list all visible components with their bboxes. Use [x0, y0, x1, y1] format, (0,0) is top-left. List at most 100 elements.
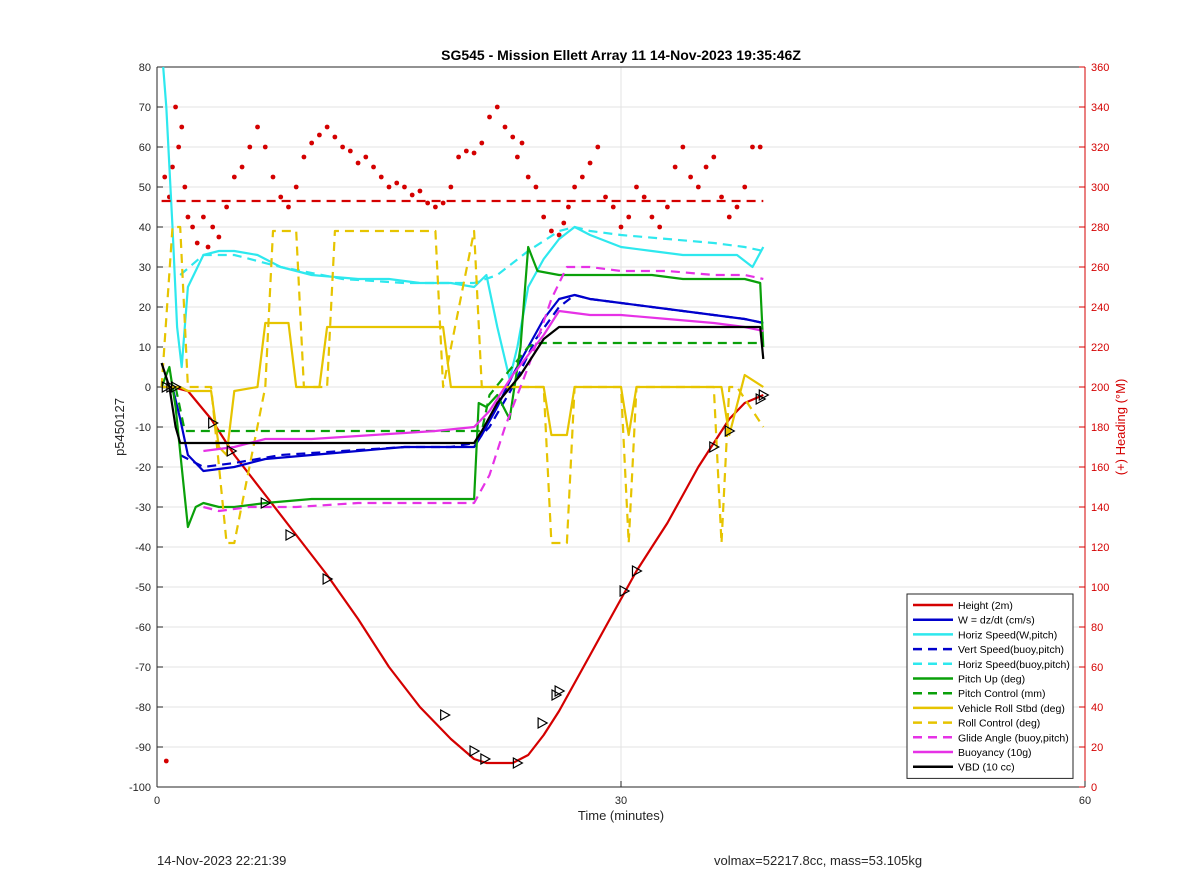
heading-point: [378, 174, 384, 180]
heading-point: [618, 224, 624, 230]
heading-point: [355, 160, 361, 166]
heading-point: [757, 144, 763, 150]
legend-entry: Height (2m): [958, 600, 1013, 612]
legend-entry: Pitch Up (deg): [958, 674, 1025, 686]
heading-point: [293, 184, 299, 190]
heading-point: [463, 148, 469, 154]
heading-point: [719, 194, 724, 200]
y2-tick-label: 160: [1091, 462, 1109, 474]
series-line-vert-speed-buoy-pitch: [179, 293, 764, 469]
heading-point: [510, 134, 516, 140]
heading-point: [471, 150, 477, 156]
y-tick-label: -100: [129, 782, 151, 794]
legend-entry: VBD (10 cc): [958, 762, 1015, 774]
y-tick-label: -10: [135, 422, 151, 434]
y-tick-label: 50: [139, 182, 151, 194]
legend-entry: Buoyancy (10g): [958, 747, 1032, 759]
height-marker: [512, 756, 524, 770]
y-tick-label: 0: [145, 382, 151, 394]
heading-outlier-point: [163, 758, 169, 764]
heading-point: [255, 124, 260, 130]
heading-point: [610, 204, 616, 210]
heading-point: [487, 114, 492, 120]
heading-point: [239, 164, 245, 170]
y-tick-label: 60: [139, 142, 151, 154]
y-tick-label: -80: [135, 702, 151, 714]
heading-point: [672, 164, 678, 170]
height-marker: [285, 528, 297, 542]
heading-point: [371, 164, 376, 170]
heading-point: [332, 134, 338, 140]
heading-point: [301, 154, 307, 160]
series-line-horiz-speed-buoy-pitch: [179, 225, 764, 285]
heading-point: [541, 214, 547, 220]
height-marker: [758, 388, 770, 402]
heading-point: [425, 200, 431, 206]
heading-point: [566, 204, 571, 210]
height-marker: [170, 380, 182, 394]
y2-tick-label: 240: [1091, 302, 1109, 314]
y2-tick-label: 280: [1091, 222, 1109, 234]
series-line-w-dz-dt-cm-s: [161, 293, 764, 473]
heading-point: [742, 184, 748, 190]
heading-point: [347, 148, 353, 154]
heading-point: [190, 224, 195, 230]
height-marker: [724, 424, 736, 438]
heading-point: [525, 174, 531, 180]
heading-point: [750, 144, 755, 150]
heading-point: [595, 144, 601, 150]
heading-point: [394, 180, 400, 186]
heading-point: [533, 184, 539, 190]
y-tick-label: -30: [135, 502, 151, 514]
heading-point: [194, 240, 200, 246]
height-marker: [631, 564, 643, 578]
heading-point: [409, 192, 415, 198]
legend-entry: Roll Control (deg): [958, 718, 1040, 730]
series-line-glide-angle-buoy-pitch: [203, 265, 764, 513]
height-marker: [226, 444, 238, 458]
heading-point: [340, 144, 345, 150]
legend-entry: Vehicle Roll Stbd (deg): [958, 703, 1065, 715]
footer-mass-info: volmax=52217.8cc, mass=53.105kg: [714, 853, 923, 868]
y2-tick-label: 80: [1091, 622, 1103, 634]
legend-entry: Pitch Control (mm): [958, 688, 1046, 700]
chart-title: SG545 - Mission Ellett Array 11 14-Nov-2…: [441, 47, 801, 63]
heading-point: [519, 140, 525, 146]
heading-point: [278, 194, 284, 200]
heading-point: [262, 144, 268, 150]
heading-point: [210, 224, 216, 230]
height-marker: [537, 716, 549, 730]
x-tick-label: 30: [615, 795, 627, 807]
heading-point: [579, 174, 585, 180]
height-marker: [440, 708, 451, 722]
heading-point: [402, 184, 407, 190]
heading-point: [417, 188, 423, 194]
series-line-buoyancy-10g: [203, 309, 764, 453]
height-marker: [469, 744, 481, 758]
series-line-pitch-control-mm: [161, 341, 764, 433]
y2-tick-label: 360: [1091, 62, 1109, 74]
series-line-roll-control-deg: [160, 225, 765, 545]
height-marker: [709, 440, 721, 454]
heading-point: [657, 224, 663, 230]
y2-tick-label: 20: [1091, 742, 1103, 754]
y2-tick-label: 60: [1091, 662, 1103, 674]
y-tick-label: -90: [135, 742, 151, 754]
y-tick-label: 10: [139, 342, 151, 354]
heading-point: [603, 194, 608, 200]
y-tick-label: -70: [135, 662, 151, 674]
y2-tick-label: 180: [1091, 422, 1109, 434]
y2-tick-label: 300: [1091, 182, 1109, 194]
heading-point: [216, 234, 222, 240]
heading-point: [479, 140, 485, 146]
heading-point: [556, 232, 562, 238]
heading-point: [680, 144, 686, 150]
y-tick-label: 30: [139, 262, 151, 274]
heading-point: [626, 214, 632, 220]
heading-point: [695, 184, 701, 190]
legend-entry: Horiz Speed(W,pitch): [958, 629, 1057, 641]
x-tick-label: 60: [1079, 795, 1091, 807]
y2-tick-label: 120: [1091, 542, 1109, 554]
